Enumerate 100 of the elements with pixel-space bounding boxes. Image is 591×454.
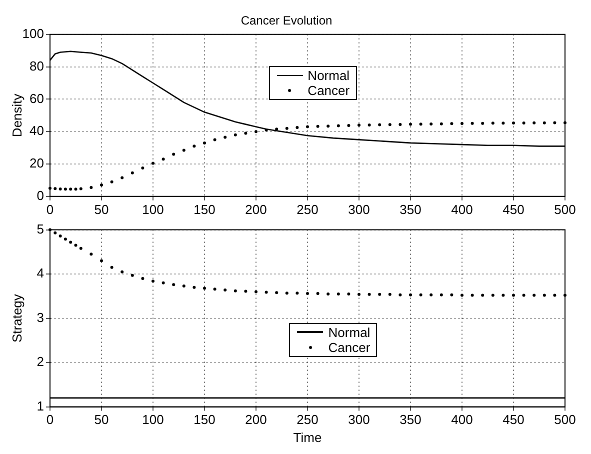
y-tick-label: 3 (36, 310, 44, 325)
y-tick-label: 80 (30, 58, 44, 74)
point (48, 228, 52, 232)
point (368, 123, 371, 126)
x-tick-label: 300 (348, 412, 370, 428)
point (120, 176, 124, 180)
x-tick-label: 500 (554, 202, 576, 217)
point (542, 121, 546, 124)
point (491, 122, 494, 125)
point (522, 122, 526, 125)
point (564, 294, 566, 297)
y-tick-label: 60 (30, 90, 44, 106)
point (264, 290, 268, 294)
x-tick-label: 500 (554, 412, 576, 428)
y-tick-label: 0 (36, 188, 44, 203)
y-axis-title: Density (9, 93, 24, 138)
point (336, 124, 340, 128)
x-tick-label: 250 (296, 202, 318, 217)
y-tick-label: 1 (36, 398, 44, 414)
point (110, 266, 114, 269)
point (368, 292, 371, 296)
point (326, 292, 330, 296)
point (336, 292, 340, 296)
x-tick-label: 200 (245, 412, 267, 428)
point (306, 292, 309, 296)
x-tick-label: 450 (502, 412, 524, 428)
point (172, 152, 176, 156)
point (450, 293, 454, 296)
point (470, 122, 474, 125)
point (388, 123, 392, 126)
point (378, 292, 382, 296)
point (481, 294, 484, 297)
point (69, 188, 72, 191)
point (419, 122, 422, 126)
point (182, 284, 186, 288)
y-axis-title: Strategy (9, 294, 24, 343)
legend-label: Normal (328, 324, 370, 340)
legend-label: Cancer (308, 83, 350, 98)
chart-title: Cancer Evolution (240, 14, 332, 28)
point (564, 121, 566, 124)
point (254, 130, 258, 134)
point (285, 126, 288, 130)
x-tick-label: 300 (348, 202, 370, 217)
point (532, 121, 536, 124)
y-tick-label: 40 (30, 123, 44, 138)
y-tick-label: 5 (36, 221, 44, 236)
point (502, 122, 505, 125)
point (152, 280, 154, 283)
x-tick-label: 0 (46, 202, 54, 217)
point (74, 188, 78, 191)
point (172, 283, 176, 286)
point (502, 294, 505, 297)
point (470, 294, 474, 297)
point (481, 122, 484, 125)
point (90, 252, 93, 256)
x-tick-label: 350 (400, 412, 422, 428)
x-tick-label: 100 (142, 202, 164, 217)
point (522, 294, 526, 297)
point (378, 123, 382, 126)
point (347, 292, 350, 296)
point (130, 171, 134, 174)
point (100, 259, 103, 262)
x-axis-title: Time (293, 430, 322, 445)
point (79, 246, 82, 250)
point (306, 125, 309, 128)
point (110, 180, 114, 184)
point (58, 187, 62, 190)
point (285, 292, 288, 295)
point (54, 187, 57, 190)
y-tick-label: 100 (22, 26, 44, 41)
point (141, 166, 144, 170)
point (213, 288, 216, 291)
point (460, 122, 464, 125)
legend-label: Normal (308, 68, 350, 83)
x-tick-label: 400 (451, 202, 473, 217)
point (553, 294, 556, 297)
point (162, 158, 165, 161)
point (326, 124, 330, 128)
point (398, 293, 402, 296)
point (532, 294, 536, 297)
point (316, 292, 320, 296)
point (491, 294, 494, 297)
point (58, 234, 62, 238)
x-tick-label: 250 (296, 412, 318, 428)
x-tick-label: 350 (400, 202, 422, 217)
point (542, 294, 546, 297)
point (64, 188, 67, 191)
point (203, 141, 206, 144)
point (120, 270, 124, 274)
point (130, 274, 134, 277)
point (254, 290, 258, 294)
point (512, 122, 515, 125)
point (316, 124, 320, 128)
point (234, 289, 237, 292)
point (460, 294, 464, 297)
x-tick-label: 400 (451, 412, 473, 428)
point (388, 292, 392, 296)
point (69, 240, 72, 244)
point (358, 292, 360, 296)
x-tick-label: 450 (502, 202, 524, 217)
